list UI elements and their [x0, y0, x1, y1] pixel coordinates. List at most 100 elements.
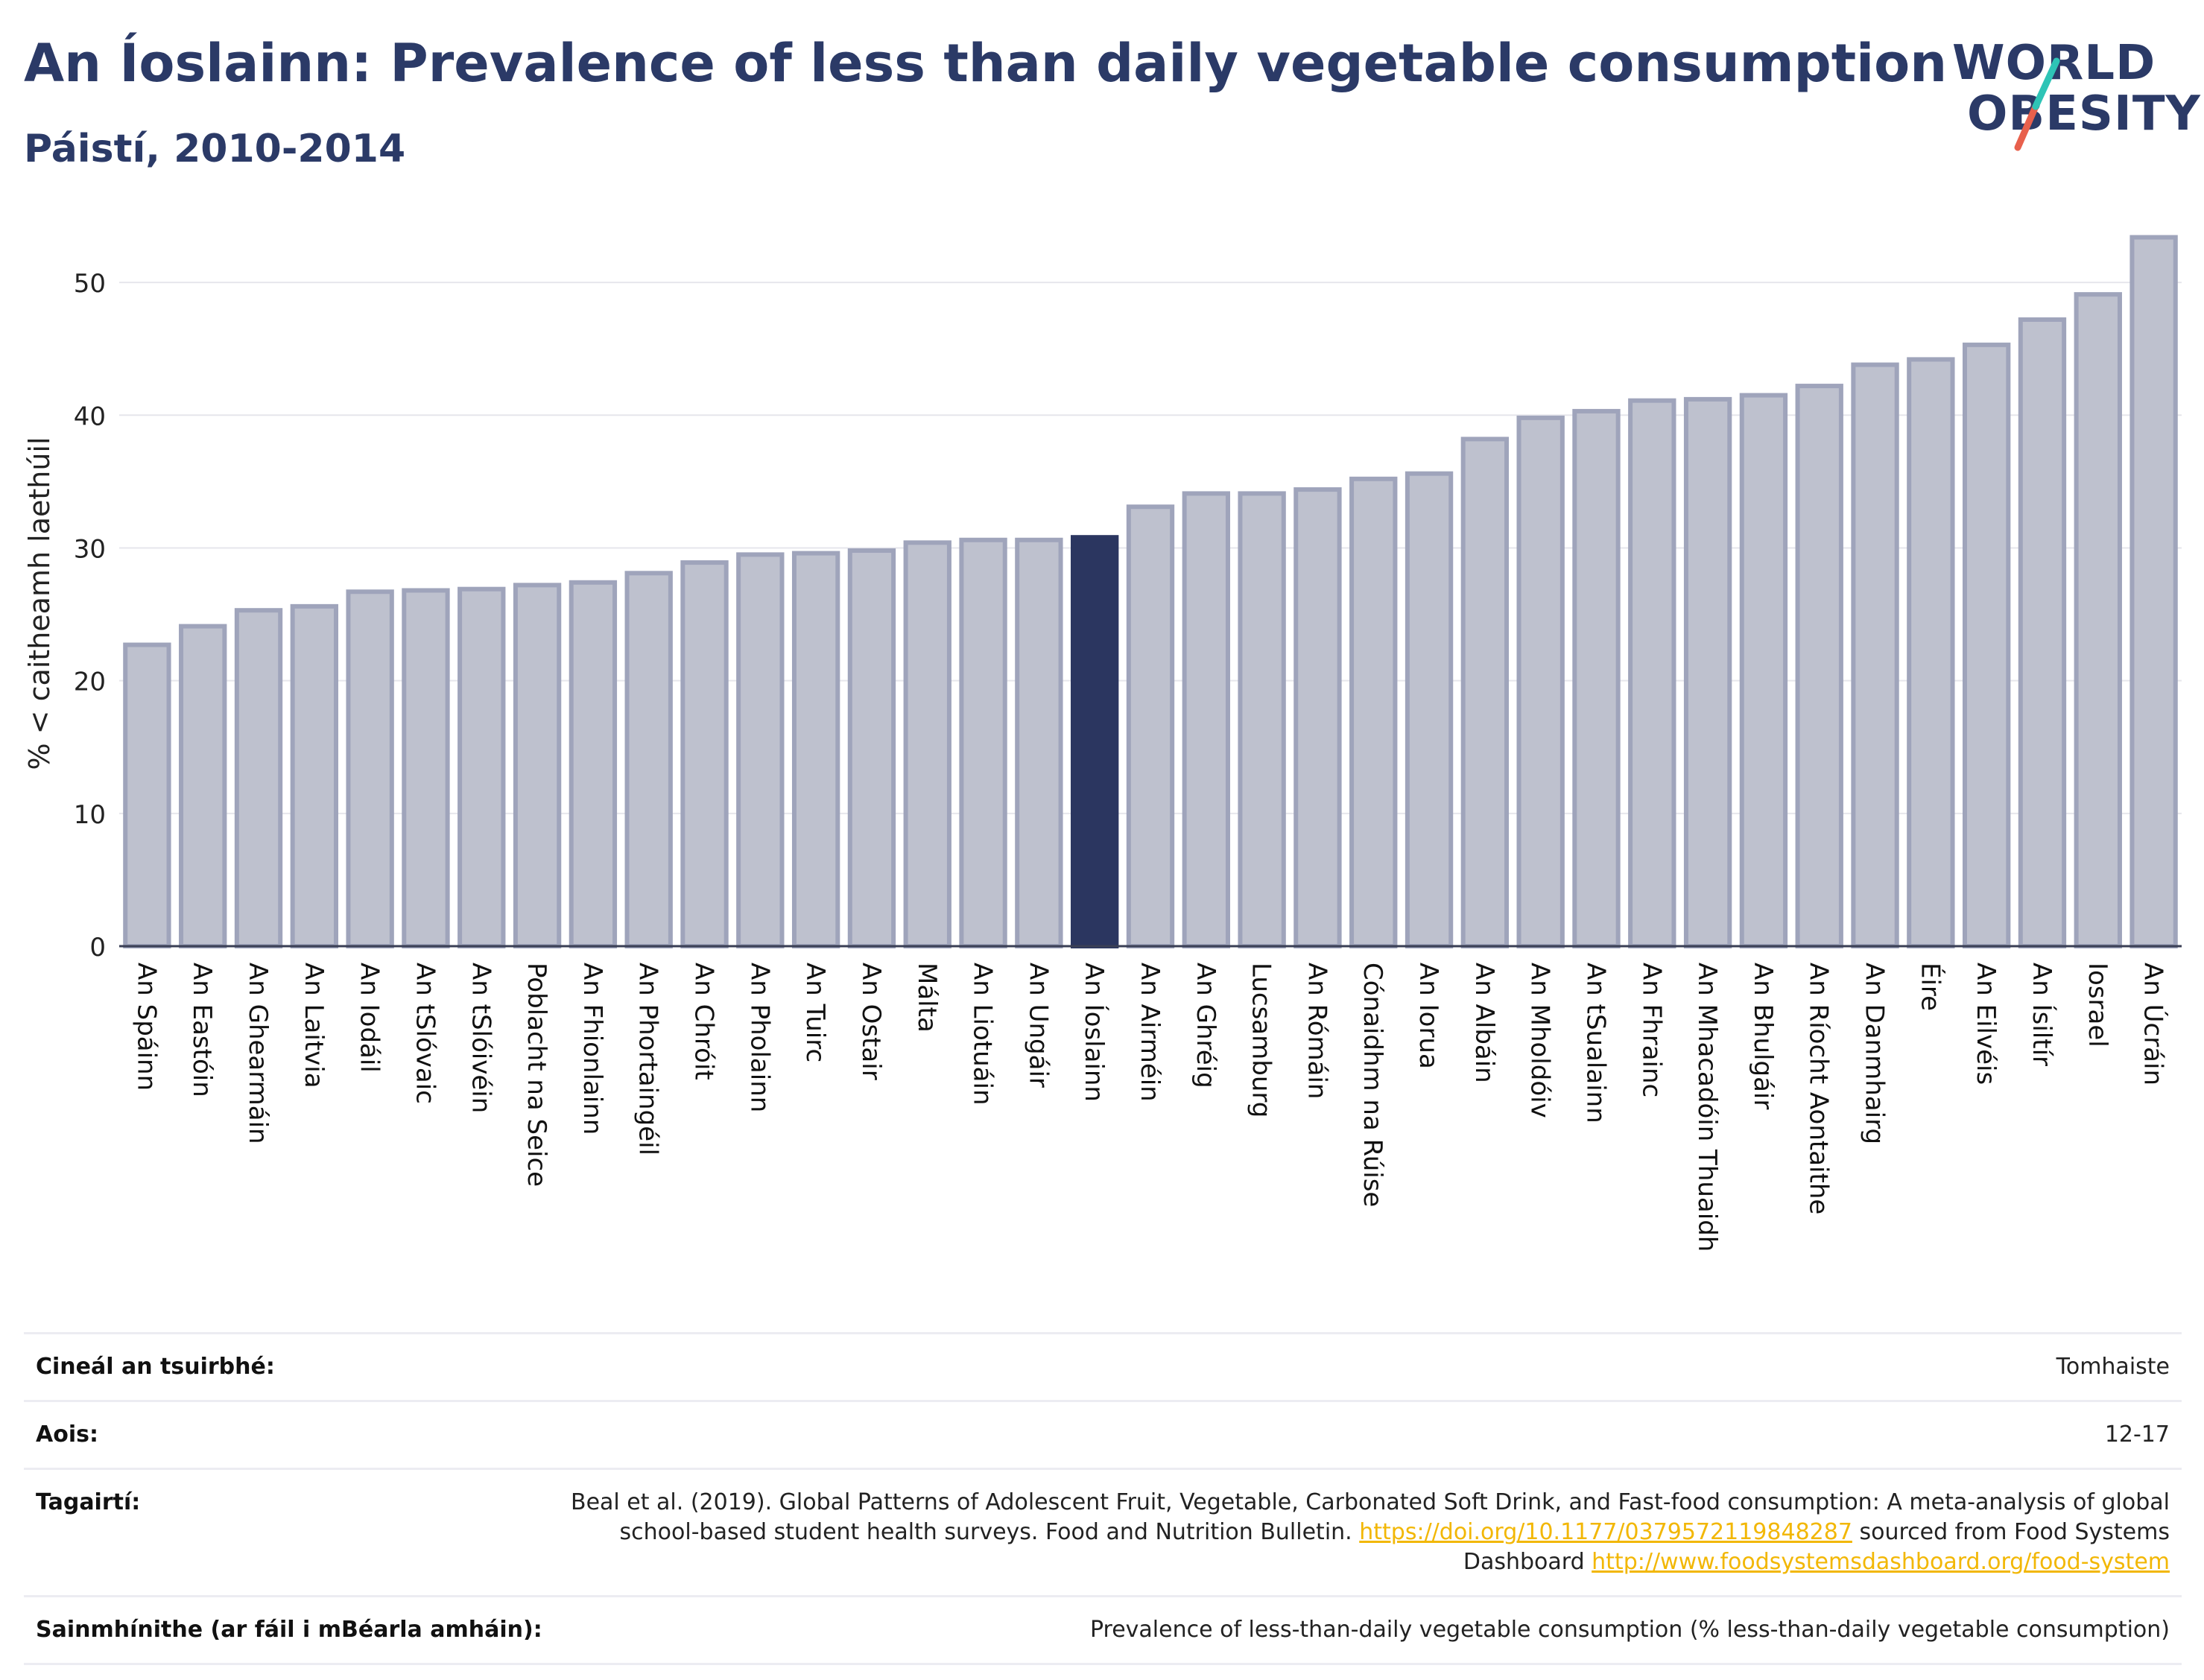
x-tick-label: Iosrael	[2083, 963, 2112, 1047]
x-tick-label: An Ghréig	[1191, 963, 1220, 1088]
x-tick-label: An Spáinn	[131, 963, 161, 1091]
y-tick-label: 20	[74, 668, 106, 697]
x-tick-label: An Danmhairg	[1860, 963, 1890, 1144]
x-tick-label: An Rómáin	[1302, 963, 1331, 1099]
world-obesity-logo: WORLD OBESITY	[1937, 36, 2200, 162]
logo-line-2: OBESITY	[1967, 86, 2201, 142]
bar	[1293, 487, 1342, 948]
bar	[2129, 235, 2178, 948]
chart-title: An Íoslainn: Prevalence of less than dai…	[24, 33, 1948, 94]
bar	[1739, 393, 1788, 948]
bar-chart: 0 10 20 30 40 50 % < caitheamh laethúil An Spái…	[23, 235, 2182, 1252]
x-tick-label: An Laitvia	[299, 963, 329, 1088]
references-text-1: Beal et al. (2019). Global Patterns of A…	[570, 1489, 2170, 1545]
x-tick-label: An Iorua	[1413, 963, 1443, 1069]
bar	[513, 583, 562, 948]
chart-subtitle: Páistí, 2010-2014	[24, 127, 406, 171]
bar	[1460, 437, 1510, 948]
bar	[1071, 535, 1119, 948]
survey-type-value: Tomhaiste	[2056, 1354, 2170, 1380]
bar	[1349, 476, 1398, 948]
x-tick-label: An Albáin	[1469, 963, 1499, 1083]
bar	[1015, 537, 1063, 948]
definitions-value: Prevalence of less-than-daily vegetable …	[1089, 1617, 2170, 1643]
bar	[624, 571, 673, 948]
y-tick-label: 50	[74, 269, 106, 299]
survey-type-label: Cineál an tsuirbhé:	[36, 1354, 275, 1380]
x-tick-label: An Úcráin	[2138, 963, 2169, 1085]
y-tick-label: 40	[74, 402, 106, 431]
bar	[346, 589, 394, 948]
bar	[569, 580, 618, 948]
bar	[179, 624, 227, 949]
info-table: Cineál an tsuirbhé: Tomhaiste Aois: 12-1…	[24, 1332, 2182, 1665]
x-tick-label: An Ríocht Aontaithe	[1804, 963, 1834, 1214]
bar	[123, 642, 171, 948]
bar	[736, 552, 785, 948]
x-tick-label: An Ungáir	[1023, 963, 1053, 1088]
bar	[2074, 292, 2122, 948]
bar	[1795, 384, 1843, 948]
bar	[1405, 471, 1454, 948]
bar	[1962, 342, 2011, 948]
doi-link[interactable]: https://doi.org/10.1177/0379572119848287	[1359, 1519, 1852, 1545]
x-tick-label: An tSlóvaic	[410, 963, 440, 1104]
bar	[1683, 396, 1732, 948]
bar	[2018, 317, 2067, 948]
x-tick-label: Éire	[1915, 963, 1945, 1011]
bar	[847, 548, 896, 948]
x-tick-label: An Fhionlainn	[577, 963, 607, 1135]
x-tick-label: An Chróit	[689, 963, 719, 1080]
bar	[1628, 398, 1676, 948]
x-tick-label: An tSlóivéin	[466, 963, 495, 1113]
bar	[1907, 357, 1955, 949]
definitions-label: Sainmhínithe (ar fáil i mBéarla amháin):	[36, 1617, 542, 1643]
y-tick-label: 0	[89, 933, 106, 963]
x-tick-label: An Phortaingéil	[633, 963, 663, 1156]
x-tick-label: An Pholainn	[744, 963, 774, 1112]
logo-slash-icon	[2014, 57, 2060, 151]
references-text-2: sourced from Food Systems Dashboard	[1463, 1519, 2170, 1575]
x-tick-label: An Airméin	[1135, 963, 1165, 1102]
references-label: Tagairtí:	[36, 1489, 141, 1515]
bar	[1238, 491, 1286, 948]
x-tick-label: An Liotuáin	[968, 963, 998, 1106]
x-tick-label: An Mhacadóin Thuaidh	[1692, 963, 1722, 1252]
food-systems-dashboard-link[interactable]: http://www.foodsystemsdashboard.org/food…	[1592, 1549, 2170, 1575]
x-tick-label: Málta	[912, 963, 942, 1033]
x-tick-label: An Ostair	[856, 963, 886, 1080]
info-row-definitions: Sainmhínithe (ar fáil i mBéarla amháin):…	[24, 1597, 2182, 1665]
info-row-references: Tagairtí: Beal et al. (2019). Global Pat…	[24, 1470, 2182, 1597]
x-tick-label: An Fhrainc	[1636, 963, 1666, 1097]
y-tick-label: 10	[74, 800, 106, 830]
y-tick-label: 30	[74, 534, 106, 564]
bar	[290, 603, 339, 948]
bar	[1572, 408, 1621, 948]
bar	[1516, 415, 1565, 948]
x-tick-label: Poblacht na Seice	[522, 963, 551, 1187]
x-tick-label: An Tuirc	[800, 963, 830, 1062]
x-tick-label: An Ghearmáin	[243, 963, 273, 1144]
references-value: Beal et al. (2019). Global Patterns of A…	[531, 1488, 2170, 1577]
bar	[791, 551, 840, 948]
y-axis-label: % < caitheamh laethúil	[23, 437, 56, 770]
info-row-age: Aois: 12-17	[24, 1402, 2182, 1470]
x-tick-label: Cónaidhm na Rúise	[1358, 963, 1387, 1207]
x-tick-label: An Íoslainn	[1079, 963, 1109, 1102]
bar	[1126, 504, 1175, 948]
bar	[1851, 362, 1899, 948]
bar	[234, 608, 283, 948]
x-tick-label: An Eilvéis	[1971, 963, 2001, 1085]
bar	[903, 540, 951, 948]
x-tick-label: An Eastóin	[187, 963, 217, 1097]
bar	[959, 537, 1007, 948]
bar	[402, 588, 450, 948]
x-tick-label: Lucsamburg	[1247, 963, 1276, 1118]
x-tick-label: An Iodáil	[355, 963, 384, 1073]
bar	[1182, 491, 1230, 948]
bar	[680, 560, 729, 948]
bar	[457, 586, 506, 948]
age-label: Aois:	[36, 1421, 98, 1448]
x-tick-label: An Mholdóiv	[1525, 963, 1555, 1118]
age-value: 12-17	[2104, 1421, 2170, 1448]
